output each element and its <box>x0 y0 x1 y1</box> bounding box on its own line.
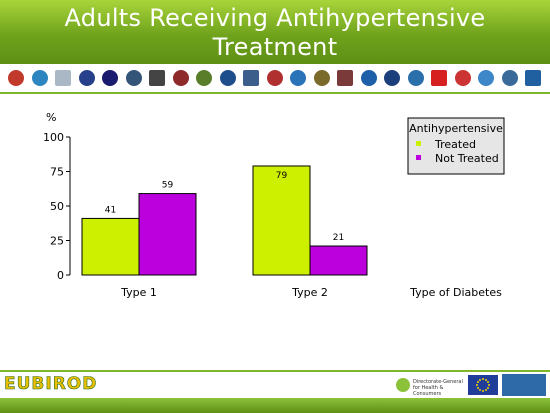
shield-logo <box>172 70 189 86</box>
y-tick-label: 0 <box>57 269 64 282</box>
footer-top-rule <box>0 370 550 372</box>
figure-logo <box>454 70 471 86</box>
y-tick-label: 100 <box>43 131 64 144</box>
y-tick-label: 50 <box>50 200 64 213</box>
wing-logo <box>290 70 306 86</box>
ring-seal-logo <box>243 70 259 86</box>
bar-chart: % 0 25 50 75 100 41 59 Type 1 79 21 Type 2 Type of D… <box>43 111 505 299</box>
eu-star <box>476 384 478 386</box>
isp-logo <box>266 70 283 86</box>
slide-title: Adults Receiving Antihypertensive Treatm… <box>64 4 486 61</box>
apple-icon <box>396 378 410 392</box>
legend-title: Antihypertensive <box>409 122 503 135</box>
footer-band <box>0 398 550 413</box>
eu-star <box>479 378 481 381</box>
text-logo <box>125 70 142 86</box>
heart-text-logo <box>431 70 447 86</box>
dg-health-text: Directorate-General for Health & Consume… <box>413 379 463 397</box>
x-axis-label: Type of Diabetes <box>409 286 502 299</box>
bar <box>309 245 368 276</box>
x-tick-label: Type 1 <box>120 286 157 299</box>
eu-star <box>476 387 479 389</box>
emblem-logo <box>196 70 212 86</box>
chart-container: % 0 25 50 75 100 41 59 Type 1 79 21 Type 2 Type of D… <box>0 94 550 370</box>
title-bar: Adults Receiving Antihypertensive Treatm… <box>0 0 550 64</box>
data-label: 59 <box>162 181 174 191</box>
bar <box>81 217 140 276</box>
eahc-logo <box>502 374 546 396</box>
eu-star <box>485 378 487 381</box>
eu-star <box>482 390 484 392</box>
cross-logo <box>360 70 377 86</box>
bar <box>252 165 311 276</box>
eubirod-logo: EUBIROD <box>4 374 98 395</box>
j-shape-logo <box>55 70 71 86</box>
laurel-logo <box>407 70 424 86</box>
eu-star <box>482 378 484 380</box>
y-tick-label: 25 <box>50 235 64 248</box>
dg-health-logo: Directorate-General for Health & Consume… <box>396 377 466 397</box>
institute-logo <box>102 70 118 86</box>
eu-star <box>487 381 490 383</box>
y-tick-label: 75 <box>50 166 64 179</box>
data-label: 21 <box>333 233 344 243</box>
legend-swatch <box>416 141 421 146</box>
eu-flag-icon <box>468 375 498 395</box>
building-logo <box>337 70 353 86</box>
network-dots-logo <box>31 70 48 86</box>
data-label: 41 <box>105 205 116 215</box>
swoosh-logo <box>525 70 541 86</box>
ribbon-logo <box>313 70 330 86</box>
h-logo <box>478 70 494 86</box>
blue-seal-logo <box>219 70 236 86</box>
x-tick-label: Type 2 <box>291 286 328 299</box>
legend-swatch <box>416 155 421 160</box>
arrow-logo <box>501 70 518 86</box>
eu-star <box>485 389 487 392</box>
eu-star <box>476 381 479 383</box>
bar <box>138 193 197 276</box>
university-seal-logo <box>149 70 165 86</box>
data-label: 79 <box>276 171 288 181</box>
eu-star <box>488 384 490 386</box>
globe-logo <box>384 70 400 86</box>
legend-label: Not Treated <box>435 152 499 165</box>
crest-logo <box>78 70 95 86</box>
footer: EUBIROD Directorate-General for Health &… <box>0 370 550 413</box>
round-seal-logo <box>8 70 24 86</box>
legend-box <box>407 117 505 175</box>
eu-star <box>479 389 481 392</box>
legend-label: Treated <box>434 138 476 151</box>
eu-star <box>487 387 490 389</box>
partner-logo-strip <box>0 64 550 94</box>
y-axis-label: % <box>46 111 56 124</box>
